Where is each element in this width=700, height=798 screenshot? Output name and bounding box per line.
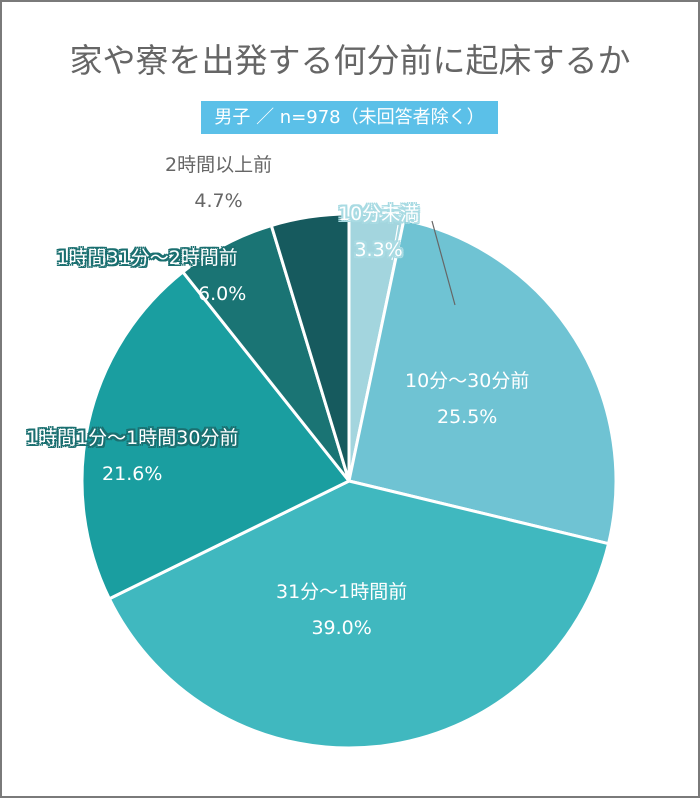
label-under-10min: 10分未満 3.3% [338, 203, 420, 261]
sample-badge: 男子 ／ n=978（未回答者除く） [201, 101, 498, 134]
pie-slice [80, 270, 351, 601]
pie-slice [347, 218, 618, 546]
label-1h1-1h30: 1時間1分～1時間30分前 21.6% [26, 427, 239, 485]
label-over-2h: 2時間以上前 4.7% [165, 154, 273, 212]
chart-title: 家や寮を出発する何分前に起床するか [69, 41, 631, 80]
leader-line-10min [391, 224, 399, 261]
label-1h31-2h: 1時間31分～2時間前 6.0% [56, 247, 247, 305]
pie-slice [269, 212, 351, 483]
label-10-30min: 10分～30分前 25.5% [405, 370, 530, 428]
pie-slice [107, 479, 611, 750]
label-31min-1h: 31分～1時間前 39.0% [276, 581, 408, 639]
leader-line-2h [431, 220, 456, 306]
